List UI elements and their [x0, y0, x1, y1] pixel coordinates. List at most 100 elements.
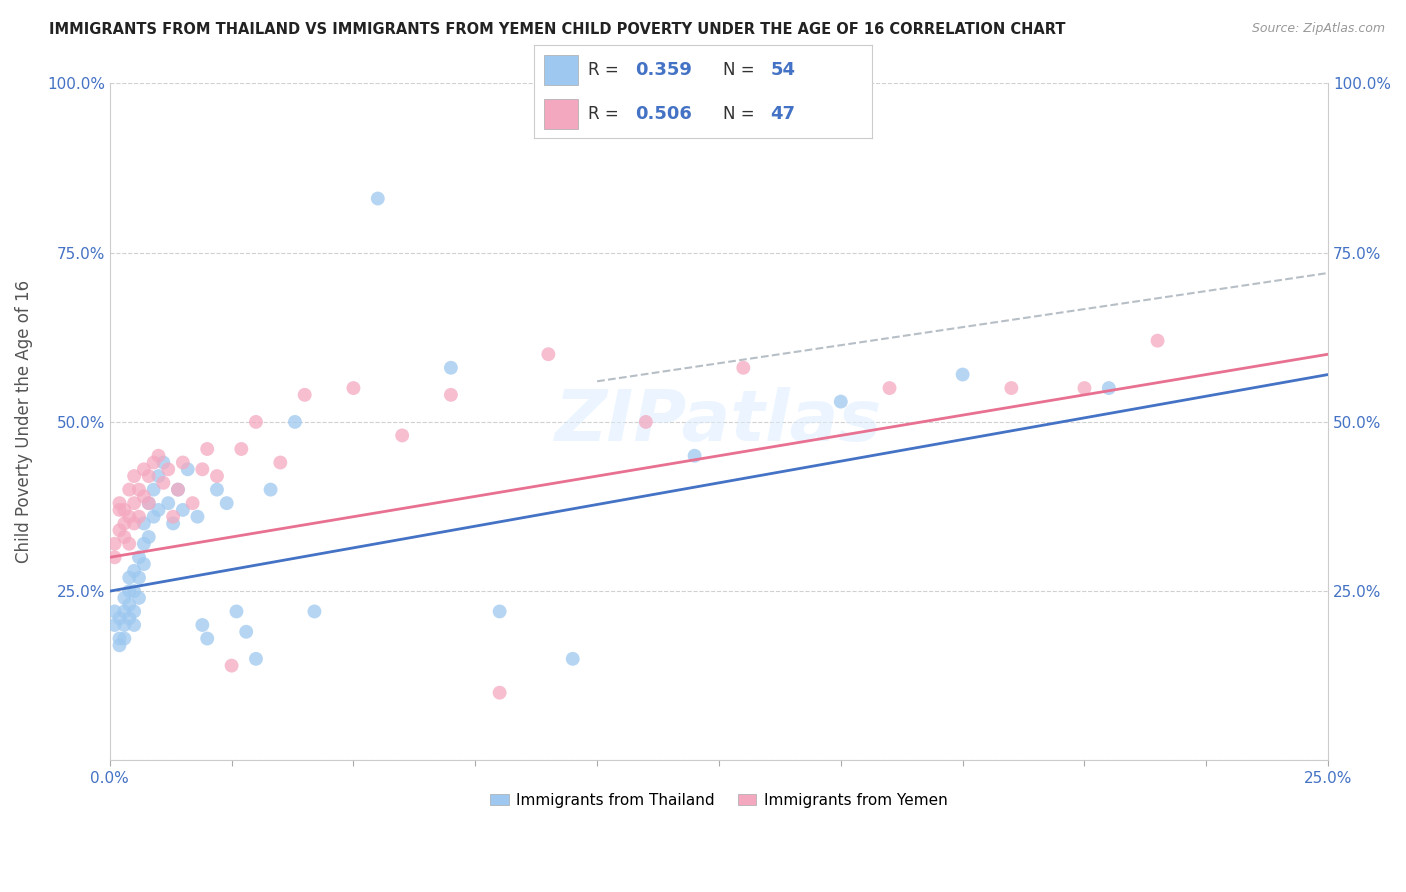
Point — [157, 462, 180, 476]
Point — [1000, 381, 1022, 395]
Point — [152, 475, 174, 490]
Point — [367, 192, 389, 206]
Point — [488, 604, 510, 618]
Point — [108, 638, 131, 652]
FancyBboxPatch shape — [544, 99, 578, 129]
Point — [215, 496, 238, 510]
Text: R =: R = — [588, 105, 624, 123]
Point — [205, 469, 228, 483]
Point — [391, 428, 413, 442]
Point — [108, 611, 131, 625]
Point — [122, 469, 145, 483]
Point — [118, 483, 141, 497]
Point — [259, 483, 281, 497]
Point — [108, 523, 131, 537]
Point — [128, 571, 150, 585]
Point — [128, 483, 150, 497]
Point — [177, 462, 200, 476]
Point — [132, 489, 155, 503]
Point — [112, 618, 135, 632]
Point — [733, 360, 755, 375]
Text: 0.506: 0.506 — [636, 105, 692, 123]
Point — [683, 449, 706, 463]
Point — [142, 483, 165, 497]
Point — [108, 496, 131, 510]
Point — [142, 456, 165, 470]
Point — [118, 611, 141, 625]
Point — [191, 618, 214, 632]
Point — [118, 571, 141, 585]
Point — [221, 658, 243, 673]
Point — [634, 415, 657, 429]
Point — [118, 537, 141, 551]
Point — [132, 462, 155, 476]
Point — [1098, 381, 1121, 395]
Point — [561, 652, 583, 666]
Point — [128, 550, 150, 565]
Point — [128, 591, 150, 605]
Point — [440, 388, 463, 402]
Point — [952, 368, 974, 382]
Point — [148, 449, 170, 463]
Point — [225, 604, 247, 618]
Point — [104, 550, 127, 565]
Point — [138, 469, 160, 483]
Text: 0.359: 0.359 — [636, 61, 692, 78]
Text: IMMIGRANTS FROM THAILAND VS IMMIGRANTS FROM YEMEN CHILD POVERTY UNDER THE AGE OF: IMMIGRANTS FROM THAILAND VS IMMIGRANTS F… — [49, 22, 1066, 37]
Point — [122, 584, 145, 599]
Point — [181, 496, 204, 510]
Point — [142, 509, 165, 524]
Point — [148, 469, 170, 483]
Point — [195, 632, 218, 646]
Point — [1146, 334, 1168, 348]
Point — [112, 604, 135, 618]
Point — [112, 503, 135, 517]
Point — [879, 381, 901, 395]
Point — [537, 347, 560, 361]
Point — [1073, 381, 1095, 395]
Point — [118, 584, 141, 599]
Point — [172, 456, 194, 470]
Point — [132, 537, 155, 551]
Point — [284, 415, 307, 429]
Point — [112, 516, 135, 531]
Text: N =: N = — [723, 61, 761, 78]
Point — [108, 632, 131, 646]
Point — [122, 618, 145, 632]
Point — [191, 462, 214, 476]
Point — [108, 503, 131, 517]
Point — [112, 591, 135, 605]
Point — [112, 530, 135, 544]
Text: R =: R = — [588, 61, 624, 78]
Point — [118, 509, 141, 524]
Point — [138, 496, 160, 510]
Point — [167, 483, 190, 497]
Point — [148, 503, 170, 517]
Point — [235, 624, 257, 639]
Point — [157, 496, 180, 510]
Text: N =: N = — [723, 105, 761, 123]
Point — [245, 415, 267, 429]
Point — [172, 503, 194, 517]
Point — [162, 509, 184, 524]
Point — [162, 516, 184, 531]
Point — [304, 604, 326, 618]
Point — [231, 442, 253, 456]
Point — [294, 388, 316, 402]
Point — [132, 516, 155, 531]
Point — [112, 632, 135, 646]
Point — [128, 509, 150, 524]
Text: 47: 47 — [770, 105, 796, 123]
Y-axis label: Child Poverty Under the Age of 16: Child Poverty Under the Age of 16 — [15, 280, 32, 564]
Point — [488, 686, 510, 700]
Legend: Immigrants from Thailand, Immigrants from Yemen: Immigrants from Thailand, Immigrants fro… — [484, 787, 953, 814]
Point — [104, 537, 127, 551]
Point — [195, 442, 218, 456]
Point — [122, 496, 145, 510]
Point — [122, 564, 145, 578]
Point — [245, 652, 267, 666]
Point — [138, 496, 160, 510]
Point — [122, 516, 145, 531]
Point — [830, 394, 852, 409]
Text: Source: ZipAtlas.com: Source: ZipAtlas.com — [1251, 22, 1385, 36]
